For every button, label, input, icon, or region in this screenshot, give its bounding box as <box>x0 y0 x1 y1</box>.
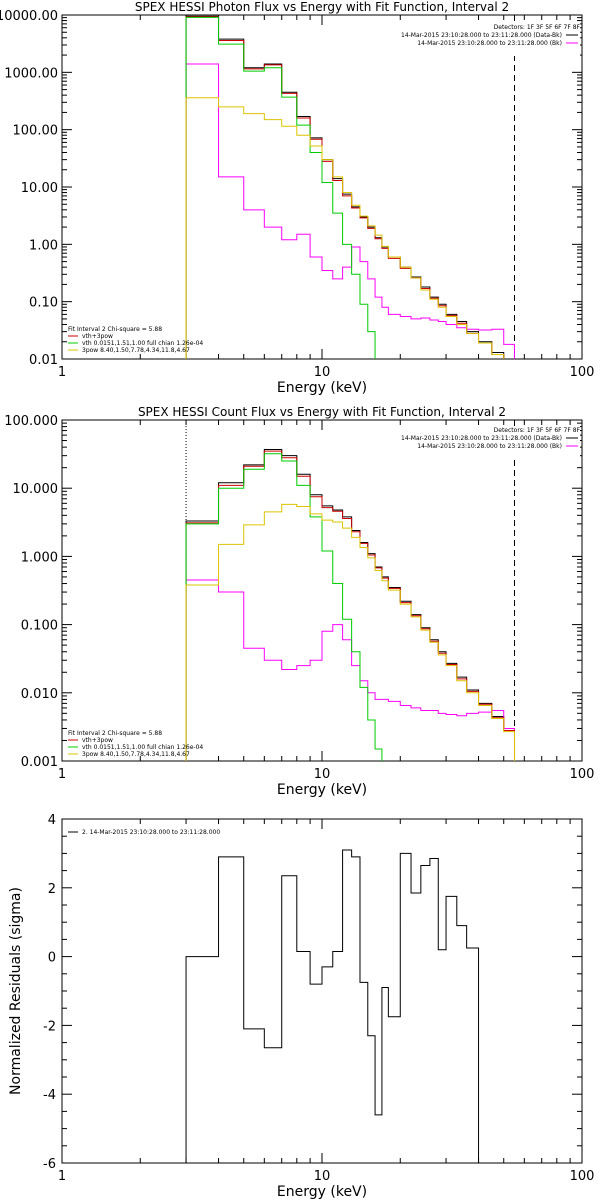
x-tick-label: 100 <box>570 767 595 782</box>
legend-entry: Fit Interval 2 Chi-square = 5.88 <box>68 730 162 737</box>
legend-entry: vth+3pow <box>82 737 113 744</box>
y-tick-label: 0.10 <box>29 296 58 311</box>
info-line: 14-Mar-2015 23:10:28.000 to 23:11:28.000… <box>401 435 562 442</box>
chart-title: SPEX HESSI Count Flux vs Energy with Fit… <box>138 405 506 419</box>
y-tick-label: 10000.00 <box>0 9 58 24</box>
info-line: Detectors: 1F 3F 5F 6F 7F 8F <box>494 24 581 31</box>
info-line: 14-Mar-2015 23:10:28.000 to 23:11:28.000… <box>401 32 562 39</box>
legend-entry: Fit Interval 2 Chi-square = 5.88 <box>68 326 162 333</box>
series-vth <box>185 16 376 359</box>
series-residuals <box>185 849 515 1163</box>
y-tick-label: -6 <box>43 1157 56 1172</box>
x-tick-label: 10 <box>314 1169 331 1184</box>
y-tick-label: 0 <box>48 951 56 966</box>
x-axis-label: Energy (keV) <box>277 1184 367 1200</box>
legend-entry: 2. 14-Mar-2015 23:10:28.000 to 23:11:28.… <box>82 829 220 836</box>
series-data-bk <box>185 15 515 359</box>
y-tick-label: 2 <box>48 882 56 897</box>
x-tick-label: 1 <box>58 365 66 380</box>
y-tick-label: -4 <box>43 1088 56 1103</box>
y-tick-label: 4 <box>48 813 56 828</box>
series-3pow <box>185 503 515 761</box>
info-line: 14-Mar-2015 23:10:28.000 to 23:11:28.000… <box>417 40 562 47</box>
x-tick-label: 10 <box>314 767 331 782</box>
y-tick-label: 0.100 <box>21 619 58 634</box>
series-3pow <box>185 97 505 359</box>
x-tick-label: 100 <box>570 365 595 380</box>
y-tick-label: 1.00 <box>29 238 58 253</box>
y-axis-label: Normalized Residuals (sigma) <box>8 887 24 1095</box>
series-bk <box>185 63 515 359</box>
y-tick-label: 0.001 <box>21 755 58 770</box>
x-tick-label: 100 <box>570 1169 595 1184</box>
y-tick-label: 100.000 <box>4 414 58 429</box>
series-vth-3pow <box>185 450 515 761</box>
legend-entry: vth 0.0151,1.51,1.00 full chian 1.26e-04 <box>82 744 203 751</box>
x-tick-label: 1 <box>58 1169 66 1184</box>
y-tick-label: 0.010 <box>21 687 58 702</box>
info-line: 14-Mar-2015 23:10:28.000 to 23:11:28.000… <box>417 443 562 450</box>
legend-entry: vth+3pow <box>82 333 113 340</box>
x-axis-label: Energy (keV) <box>277 782 367 798</box>
x-axis-label: Energy (keV) <box>277 380 367 396</box>
series-vth-3pow <box>185 16 505 359</box>
legend-entry: 3pow 8.40,1.50,7.78,4.34,11.8,4.67 <box>82 347 190 354</box>
series-data-bk <box>185 448 515 761</box>
plot-frame <box>61 419 583 762</box>
series-bk <box>185 579 515 761</box>
y-tick-label: 1.000 <box>21 550 58 565</box>
y-tick-label: 10.00 <box>21 181 58 196</box>
info-line: Detectors: 1F 3F 5F 6F 7F 8F <box>494 427 581 434</box>
chart-title: SPEX HESSI Photon Flux vs Energy with Fi… <box>135 0 509 14</box>
legend-entry: vth 0.0151,1.51,1.00 full chian 1.26e-04 <box>82 340 203 347</box>
plot-frame <box>61 818 583 1164</box>
plot-frame <box>61 14 583 360</box>
y-tick-label: 0.01 <box>29 353 58 368</box>
x-tick-label: 10 <box>314 365 331 380</box>
y-tick-label: 100.00 <box>13 124 59 139</box>
y-tick-label: 1000.00 <box>4 66 58 81</box>
y-tick-label: -2 <box>43 1019 56 1034</box>
y-tick-label: 10.000 <box>13 482 59 497</box>
legend-entry: 3pow 8.40,1.50,7.78,4.34,11.8,4.67 <box>82 751 190 758</box>
info-box <box>385 426 580 459</box>
series-vth <box>185 453 383 761</box>
x-tick-label: 1 <box>58 767 66 782</box>
info-box <box>385 23 580 56</box>
